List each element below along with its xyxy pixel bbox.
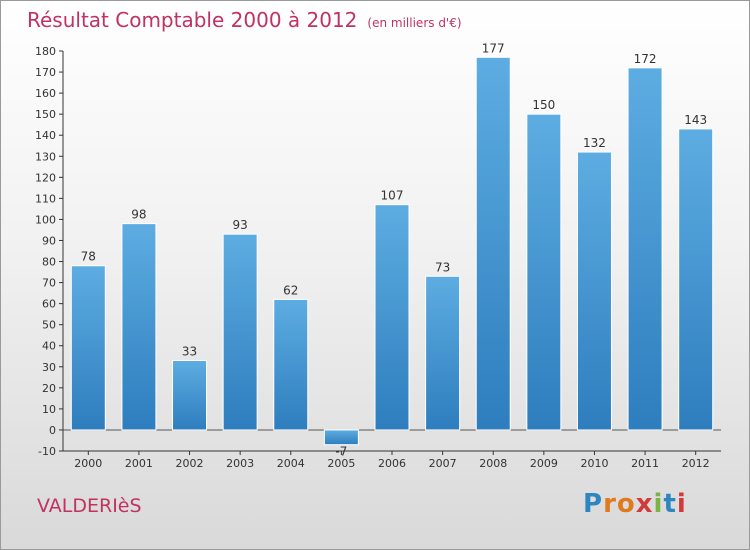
bar-value-label: 177 bbox=[482, 41, 505, 55]
bar-value-label: 150 bbox=[532, 98, 555, 112]
y-tick-label: -10 bbox=[38, 445, 56, 458]
y-tick-label: 90 bbox=[42, 234, 56, 247]
x-tick-label: 2007 bbox=[429, 457, 457, 470]
commune-name: VALDERIèS bbox=[37, 495, 142, 517]
bar bbox=[222, 233, 258, 431]
bar bbox=[627, 67, 663, 431]
y-tick-label: 0 bbox=[49, 424, 56, 437]
bar bbox=[526, 113, 562, 431]
bar bbox=[374, 204, 410, 431]
x-tick-label: 2004 bbox=[277, 457, 305, 470]
x-tick-label: 2011 bbox=[631, 457, 659, 470]
y-tick-label: 10 bbox=[42, 403, 56, 416]
bar-value-label: 143 bbox=[684, 113, 707, 127]
bar bbox=[172, 359, 208, 431]
bar bbox=[273, 298, 309, 431]
y-tick-label: 110 bbox=[35, 192, 56, 205]
y-tick-label: 100 bbox=[35, 213, 56, 226]
y-tick-label: 80 bbox=[42, 256, 56, 269]
x-tick-label: 2008 bbox=[479, 457, 507, 470]
x-tick-label: 2001 bbox=[125, 457, 153, 470]
x-tick-label: 2009 bbox=[530, 457, 558, 470]
x-tick-label: 2003 bbox=[226, 457, 254, 470]
chart-subtitle: (en milliers d'€) bbox=[367, 16, 462, 30]
y-tick-label: 30 bbox=[42, 361, 56, 374]
y-tick-label: 120 bbox=[35, 171, 56, 184]
logo-letter: o bbox=[616, 489, 636, 519]
bar-value-label: 172 bbox=[634, 52, 657, 66]
chart-title: Résultat Comptable 2000 à 2012 (en millie… bbox=[27, 8, 462, 32]
bar bbox=[475, 56, 511, 431]
y-tick-label: 130 bbox=[35, 150, 56, 163]
bar-value-label: 93 bbox=[233, 218, 248, 232]
bar bbox=[425, 275, 461, 431]
logo-letter: x bbox=[635, 489, 654, 519]
x-tick-label: 2002 bbox=[176, 457, 204, 470]
y-tick-label: 40 bbox=[42, 340, 56, 353]
bar-value-label: 33 bbox=[182, 344, 197, 358]
bar bbox=[576, 151, 612, 431]
bar-value-label: 107 bbox=[381, 189, 404, 203]
bar bbox=[121, 223, 157, 431]
bar bbox=[678, 128, 714, 431]
y-tick-label: 70 bbox=[42, 277, 56, 290]
y-tick-label: 50 bbox=[42, 319, 56, 332]
y-tick-label: 20 bbox=[42, 382, 56, 395]
x-tick-label: 2006 bbox=[378, 457, 406, 470]
logo-letter: t bbox=[663, 489, 677, 519]
y-tick-label: 150 bbox=[35, 108, 56, 121]
bar-value-label: 73 bbox=[435, 260, 450, 274]
x-tick-label: 2010 bbox=[580, 457, 608, 470]
x-tick-label: 2012 bbox=[682, 457, 710, 470]
bar-value-label: 132 bbox=[583, 136, 606, 150]
logo-letter: i bbox=[676, 489, 687, 519]
y-tick-label: 180 bbox=[35, 45, 56, 58]
bar bbox=[70, 265, 106, 431]
logo-letter: P bbox=[583, 489, 604, 519]
bar bbox=[323, 429, 359, 446]
y-tick-label: 160 bbox=[35, 87, 56, 100]
bar-value-label: 78 bbox=[81, 250, 96, 264]
bar-value-label: 98 bbox=[131, 208, 146, 222]
logo-letter: i bbox=[653, 489, 664, 519]
proxiti-logo: Proxiti bbox=[583, 489, 687, 519]
y-tick-label: 60 bbox=[42, 298, 56, 311]
y-tick-label: 140 bbox=[35, 129, 56, 142]
logo-letter: r bbox=[603, 489, 617, 519]
x-tick-label: 2000 bbox=[74, 457, 102, 470]
bar-chart: -10 0 10 20 30 40 50 60 70 80 90 100 110 120 130 140 150… bbox=[35, 41, 721, 470]
bar-value-label: 62 bbox=[283, 283, 298, 297]
chart-title-text: Résultat Comptable 2000 à 2012 bbox=[27, 8, 358, 32]
y-tick-label: 170 bbox=[35, 66, 56, 79]
x-tick-label: 2005 bbox=[327, 457, 355, 470]
